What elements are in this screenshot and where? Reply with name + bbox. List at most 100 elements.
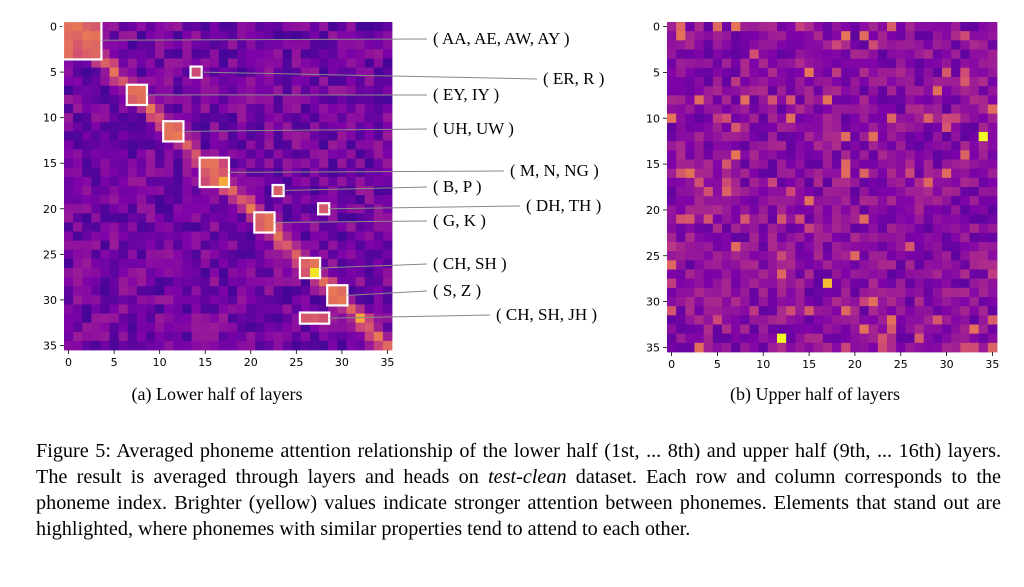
heatmap-cell <box>346 176 356 187</box>
heatmap-cell <box>987 58 998 69</box>
heatmap-cell <box>932 251 943 261</box>
heatmap-cell <box>337 122 347 132</box>
heatmap-cell <box>237 186 247 196</box>
heatmap-cell <box>841 278 851 289</box>
heatmap-cell <box>978 315 989 325</box>
heatmap-cell <box>676 278 686 289</box>
heatmap-cell <box>218 295 229 305</box>
heatmap-cell <box>246 277 256 287</box>
heatmap-cell <box>942 58 952 69</box>
heatmap-cell <box>822 187 833 197</box>
heatmap-cell <box>182 113 192 123</box>
heatmap-cell <box>146 249 156 260</box>
heatmap-cell <box>786 242 796 252</box>
heatmap-cell <box>923 187 934 197</box>
heatmap-cell <box>346 104 356 114</box>
heatmap-cell <box>100 131 110 141</box>
heatmap-cell <box>777 122 787 133</box>
heatmap-cell <box>173 231 183 242</box>
heatmap-cell <box>109 113 120 123</box>
heatmap-cell <box>127 22 138 32</box>
heatmap-cell <box>182 268 192 278</box>
heatmap-cell <box>923 205 934 215</box>
heatmap-cell <box>795 260 805 270</box>
heatmap-cell <box>109 149 120 160</box>
heatmap-cell <box>914 40 925 50</box>
heatmap-cell <box>777 31 787 41</box>
heatmap-cell <box>127 304 138 314</box>
heatmap-cell <box>822 122 833 133</box>
heatmap-cell <box>209 213 220 223</box>
heatmap-cell <box>923 132 934 142</box>
heatmap-cell <box>722 122 732 133</box>
heatmap-cell <box>767 141 778 151</box>
heatmap-cell <box>914 306 925 316</box>
heatmap-cell <box>182 94 192 105</box>
heatmap-cell <box>887 77 897 87</box>
heatmap-cell <box>273 113 284 123</box>
heatmap-cell <box>64 204 74 214</box>
heatmap-cell <box>200 158 211 169</box>
heatmap-cell <box>164 85 174 96</box>
heatmap-cell <box>64 240 74 251</box>
heatmap-cell <box>740 58 750 69</box>
heatmap-cell <box>291 122 302 132</box>
heatmap-cell <box>182 304 192 314</box>
heatmap-cell <box>749 251 760 261</box>
x-tick-label: 30 <box>940 358 954 371</box>
heatmap-cell <box>73 213 83 223</box>
heatmap-cell <box>91 167 101 178</box>
heatmap-cell <box>328 104 338 114</box>
heatmap-cell <box>951 315 961 325</box>
heatmap-cell <box>173 313 183 324</box>
heatmap-cell <box>676 95 686 105</box>
heatmap-cell <box>868 232 879 243</box>
heatmap-cell <box>960 315 970 325</box>
phoneme-group-label: ( ER, R ) <box>543 69 604 88</box>
heatmap-cell <box>73 322 83 333</box>
heatmap-cell <box>859 113 870 124</box>
heatmap-cell <box>310 295 320 305</box>
heatmap-cell <box>813 168 824 179</box>
heatmap-cell <box>273 49 284 59</box>
heatmap-cell <box>328 176 338 187</box>
heatmap-cell <box>82 277 92 287</box>
heatmap-cell <box>182 167 192 178</box>
heatmap-cell <box>346 258 356 269</box>
heatmap-cell <box>310 22 320 32</box>
heatmap-cell <box>914 223 925 234</box>
heatmap-cell <box>328 167 338 178</box>
heatmap-cell <box>960 141 970 151</box>
heatmap-cell <box>273 204 284 214</box>
heatmap-cell <box>795 232 805 243</box>
heatmap-cell <box>859 333 870 344</box>
heatmap-cell <box>978 132 989 142</box>
heatmap-cell <box>200 313 211 324</box>
heatmap-cell <box>182 131 192 141</box>
heatmap-cell <box>310 222 320 232</box>
heatmap-cell <box>364 58 375 68</box>
heatmap-cell <box>942 278 952 289</box>
heatmap-cell <box>887 40 897 50</box>
heatmap-cell <box>64 22 74 32</box>
heatmap-cell <box>859 306 870 316</box>
heatmap-cell <box>146 240 156 251</box>
heatmap-cell <box>255 67 265 78</box>
heatmap-cell <box>337 158 347 169</box>
heatmap-cell <box>868 31 879 41</box>
heatmap-cell <box>264 277 274 287</box>
heatmap-cell <box>923 260 934 270</box>
heatmap-cell <box>273 195 284 205</box>
heatmap-cell <box>942 214 952 225</box>
heatmap-cell <box>91 222 101 232</box>
heatmap-cell <box>109 176 120 187</box>
heatmap-cell <box>767 251 778 261</box>
heatmap-cell <box>795 214 805 225</box>
heatmap-cell <box>841 31 851 41</box>
heatmap-cell <box>255 58 265 68</box>
heatmap-cell <box>777 150 787 160</box>
heatmap-cell <box>740 113 750 124</box>
heatmap-cell <box>749 297 760 307</box>
heatmap-cell <box>832 168 842 179</box>
heatmap-cell <box>850 159 860 170</box>
